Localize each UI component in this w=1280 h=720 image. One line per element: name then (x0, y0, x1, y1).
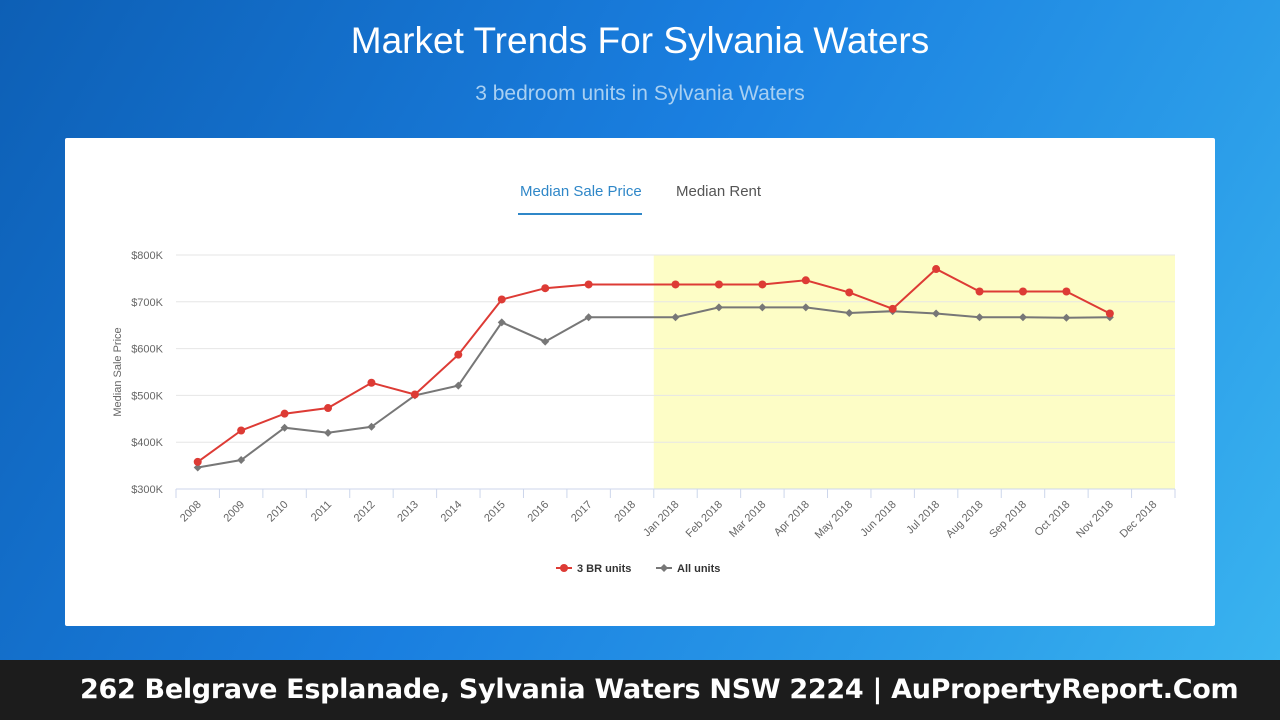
x-tick-label: Jul 2018 (904, 499, 942, 537)
line-chart: $300K $400K $500K $600K $700K $800K 2008 2009 20… (112, 250, 1176, 575)
data-point-3br[interactable] (801, 276, 810, 285)
chart-card: Median Sale Price Median Rent $300K $400K… (65, 138, 1215, 626)
data-point-3br[interactable] (1105, 309, 1114, 318)
y-tick-label: $500K (131, 390, 163, 402)
y-tick-label: $300K (131, 484, 163, 496)
data-point-all-units[interactable] (237, 455, 246, 464)
data-point-3br[interactable] (714, 280, 723, 289)
data-point-3br[interactable] (758, 280, 767, 289)
y-tick-label: $700K (131, 297, 163, 309)
active-tab-indicator (518, 213, 642, 215)
data-point-3br[interactable] (541, 284, 550, 293)
x-tick-label: 2012 (352, 499, 378, 525)
tab-median-rent[interactable]: Median Rent (676, 183, 762, 200)
x-tick-label: May 2018 (813, 499, 856, 542)
x-tick-label: 2008 (178, 499, 204, 525)
data-point-all-units[interactable] (193, 463, 202, 472)
data-point-all-units[interactable] (1018, 313, 1027, 322)
data-point-all-units[interactable] (367, 422, 376, 431)
data-point-all-units[interactable] (801, 303, 810, 312)
x-tick-label: Aug 2018 (944, 499, 986, 541)
data-point-all-units[interactable] (280, 423, 289, 432)
data-point-3br[interactable] (845, 288, 854, 297)
y-tick-label: $400K (131, 437, 163, 449)
data-point-3br[interactable] (410, 390, 419, 399)
data-point-all-units[interactable] (454, 381, 463, 390)
data-point-all-units[interactable] (497, 318, 506, 327)
x-tick-label: Jan 2018 (641, 499, 681, 539)
page-title: Market Trends For Sylvania Waters (350, 20, 930, 61)
legend-marker-circle (560, 564, 568, 572)
data-point-all-units[interactable] (932, 309, 941, 318)
x-tick-label: 2011 (309, 499, 334, 524)
y-tick-label: $800K (131, 250, 163, 262)
legend-marker-diamond (660, 564, 668, 572)
data-point-all-units[interactable] (541, 337, 550, 346)
data-point-3br[interactable] (454, 350, 463, 359)
page-subtitle: 3 bedroom units in Sylvania Waters (475, 82, 805, 105)
footer-bar: 262 Belgrave Esplanade, Sylvania Waters … (0, 660, 1280, 720)
data-point-3br[interactable] (932, 265, 941, 274)
data-point-3br[interactable] (1018, 287, 1027, 296)
x-tick-label: Jun 2018 (858, 499, 898, 539)
y-axis-label: Median Sale Price (112, 327, 124, 416)
data-point-all-units[interactable] (324, 428, 333, 437)
data-point-all-units[interactable] (584, 313, 593, 322)
x-tick-label: 2009 (221, 499, 247, 525)
data-point-3br[interactable] (584, 280, 593, 289)
data-point-3br[interactable] (237, 426, 246, 435)
x-tick-label: Sep 2018 (987, 499, 1029, 541)
data-point-3br[interactable] (324, 404, 333, 413)
data-point-3br[interactable] (671, 280, 680, 289)
data-point-all-units[interactable] (714, 303, 723, 312)
data-point-all-units[interactable] (1062, 313, 1071, 322)
x-tick-label: 2018 (612, 499, 638, 525)
data-point-all-units[interactable] (975, 313, 984, 322)
x-tick-label: 2014 (439, 499, 465, 525)
highlight-band (653, 255, 1175, 489)
footer-address: 262 Belgrave Esplanade, Sylvania Waters … (80, 674, 1239, 705)
data-point-all-units[interactable] (845, 309, 854, 318)
x-tick-label: 2017 (569, 499, 595, 525)
x-tick-label: 2016 (526, 499, 552, 525)
data-point-3br[interactable] (367, 378, 376, 387)
x-tick-label: 2013 (395, 499, 421, 525)
data-point-3br[interactable] (888, 304, 897, 313)
x-tick-label: Mar 2018 (727, 499, 768, 540)
y-tick-label: $600K (131, 344, 163, 356)
x-tick-label: 2010 (265, 499, 291, 525)
x-tick-label: 2015 (482, 499, 508, 525)
tab-median-sale-price[interactable]: Median Sale Price (520, 183, 642, 200)
data-point-3br[interactable] (1062, 287, 1071, 296)
x-tick-label: Feb 2018 (684, 499, 725, 540)
data-point-all-units[interactable] (671, 313, 680, 322)
data-point-3br[interactable] (975, 287, 984, 296)
data-point-3br[interactable] (497, 295, 506, 304)
legend-label: All units (677, 563, 720, 575)
data-point-3br[interactable] (280, 409, 289, 418)
data-point-3br[interactable] (193, 457, 202, 466)
data-point-all-units[interactable] (758, 303, 767, 312)
x-tick-label: Apr 2018 (772, 499, 812, 539)
x-tick-label: Dec 2018 (1118, 499, 1160, 541)
x-tick-label: Nov 2018 (1074, 499, 1116, 541)
x-tick-label: Oct 2018 (1032, 499, 1072, 539)
legend-label: 3 BR units (577, 563, 631, 575)
